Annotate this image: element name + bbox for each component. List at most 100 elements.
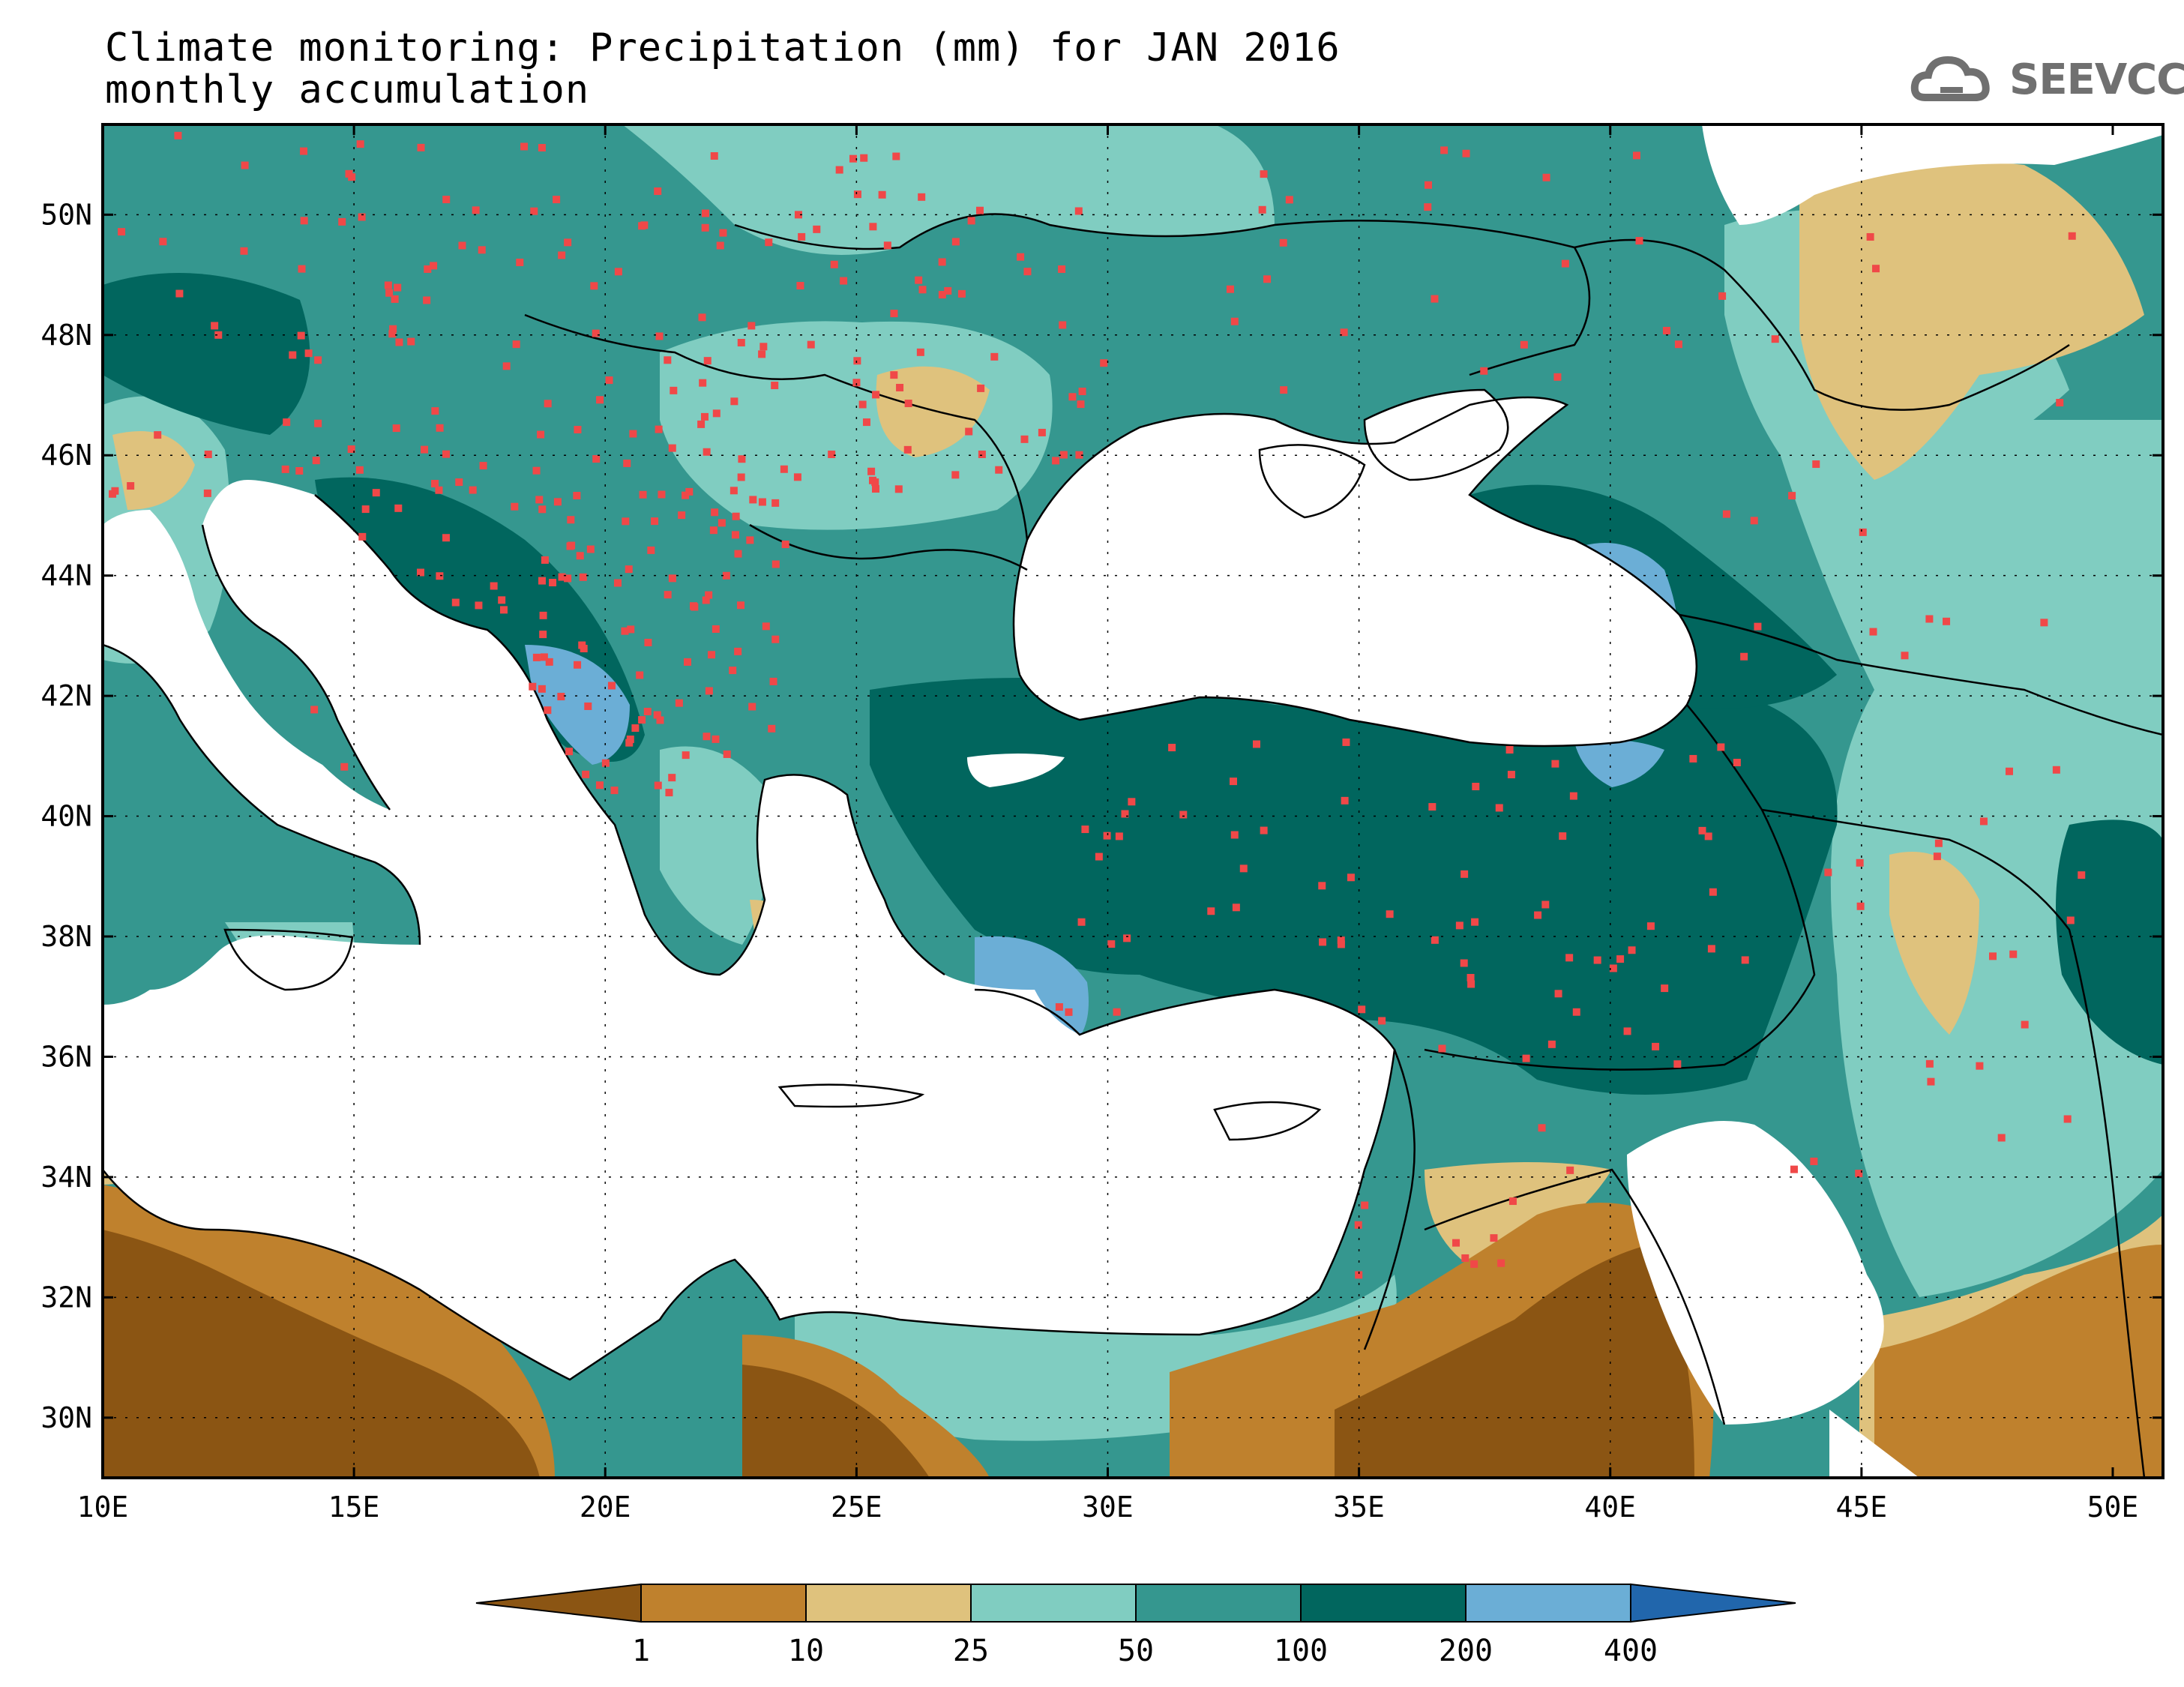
y-tick-label: 46N bbox=[40, 439, 92, 472]
station-marker bbox=[392, 424, 400, 433]
station-marker bbox=[697, 420, 706, 428]
station-marker bbox=[758, 350, 766, 358]
station-marker bbox=[601, 759, 610, 767]
station-marker bbox=[1824, 868, 1832, 876]
station-marker bbox=[654, 187, 662, 196]
station-marker bbox=[668, 444, 676, 452]
legend-level-label: 50 bbox=[1118, 1634, 1154, 1668]
station-marker bbox=[553, 498, 562, 506]
station-marker bbox=[435, 486, 443, 494]
station-marker bbox=[1788, 492, 1796, 500]
station-marker bbox=[579, 573, 587, 581]
station-marker bbox=[682, 491, 690, 499]
station-marker bbox=[314, 419, 322, 427]
coast-turkey bbox=[974, 988, 1396, 1290]
station-marker bbox=[699, 379, 707, 387]
no-data-mesopotamia bbox=[1829, 1410, 1919, 1478]
station-marker bbox=[565, 748, 574, 756]
legend-swatch bbox=[1135, 1584, 1302, 1623]
station-marker bbox=[289, 351, 297, 359]
station-marker bbox=[544, 400, 552, 408]
station-marker bbox=[211, 322, 219, 330]
station-marker bbox=[532, 653, 541, 661]
station-marker bbox=[159, 238, 167, 246]
station-marker bbox=[241, 161, 249, 169]
station-marker bbox=[1023, 268, 1032, 276]
station-marker bbox=[1689, 754, 1697, 763]
field-25-50-carpathian bbox=[660, 321, 1053, 530]
station-marker bbox=[1121, 810, 1129, 818]
station-marker bbox=[564, 238, 572, 247]
station-marker bbox=[451, 598, 460, 607]
station-marker bbox=[665, 789, 673, 797]
field-25-50-balkan bbox=[660, 746, 769, 945]
border-danube bbox=[524, 313, 1029, 541]
station-marker bbox=[472, 206, 480, 214]
station-marker bbox=[614, 268, 622, 276]
station-marker bbox=[310, 706, 319, 714]
station-marker bbox=[1704, 832, 1712, 841]
station-marker bbox=[2052, 766, 2060, 774]
field-100-200-alps bbox=[103, 273, 310, 435]
y-tick-label: 50N bbox=[40, 198, 92, 231]
field-10-25-levant bbox=[1425, 1162, 1612, 1275]
station-marker bbox=[1342, 738, 1350, 746]
station-marker bbox=[1661, 984, 1669, 993]
field-200-400-trabzon bbox=[1574, 739, 1664, 787]
station-marker bbox=[625, 565, 633, 574]
station-marker bbox=[1020, 435, 1029, 443]
station-marker bbox=[830, 260, 838, 268]
station-marker bbox=[1542, 173, 1550, 181]
station-marker bbox=[621, 627, 629, 635]
border-iraq bbox=[1761, 808, 2146, 1478]
station-marker bbox=[475, 601, 483, 610]
station-marker bbox=[478, 246, 486, 254]
station-marker bbox=[722, 571, 730, 580]
station-marker bbox=[361, 505, 370, 514]
station-marker bbox=[977, 384, 985, 392]
station-marker bbox=[718, 519, 726, 527]
station-marker bbox=[1572, 1008, 1580, 1016]
station-marker bbox=[1522, 1054, 1530, 1062]
station-marker bbox=[203, 489, 211, 497]
station-marker bbox=[304, 349, 313, 358]
station-marker bbox=[1901, 652, 1909, 660]
logo-text: SEEVCCC bbox=[2009, 55, 2184, 104]
y-tick-label: 40N bbox=[40, 800, 92, 833]
station-marker bbox=[1609, 964, 1617, 972]
station-marker bbox=[835, 166, 843, 174]
station-marker bbox=[1279, 238, 1287, 247]
station-marker bbox=[584, 702, 592, 710]
station-marker bbox=[1337, 940, 1345, 948]
station-marker bbox=[719, 229, 727, 237]
station-marker bbox=[1095, 852, 1103, 861]
station-marker bbox=[746, 536, 754, 544]
station-marker bbox=[1856, 902, 1865, 910]
station-marker bbox=[1717, 743, 1725, 751]
station-marker bbox=[1431, 936, 1439, 944]
station-marker bbox=[655, 425, 663, 433]
station-marker bbox=[1347, 873, 1355, 882]
station-marker bbox=[723, 750, 731, 758]
station-marker bbox=[1340, 328, 1348, 337]
x-tick-label: 40E bbox=[1584, 1491, 1636, 1524]
station-marker bbox=[758, 498, 766, 506]
station-marker bbox=[1128, 798, 1136, 806]
station-marker bbox=[1263, 275, 1272, 283]
station-marker bbox=[595, 781, 604, 790]
border-levant bbox=[1363, 1049, 1726, 1425]
station-marker bbox=[283, 418, 291, 427]
station-marker bbox=[442, 196, 451, 204]
station-marker bbox=[1239, 864, 1248, 873]
station-marker bbox=[2040, 619, 2048, 627]
station-marker bbox=[2009, 950, 2018, 958]
y-tick-label: 30N bbox=[40, 1401, 92, 1434]
station-marker bbox=[118, 228, 126, 236]
station-marker bbox=[903, 445, 912, 454]
legend-swatch bbox=[1300, 1584, 1466, 1623]
station-marker bbox=[1100, 359, 1108, 367]
station-marker bbox=[1551, 760, 1559, 768]
coast-africa bbox=[103, 1169, 1320, 1381]
station-marker bbox=[214, 331, 223, 339]
station-marker bbox=[747, 322, 756, 330]
